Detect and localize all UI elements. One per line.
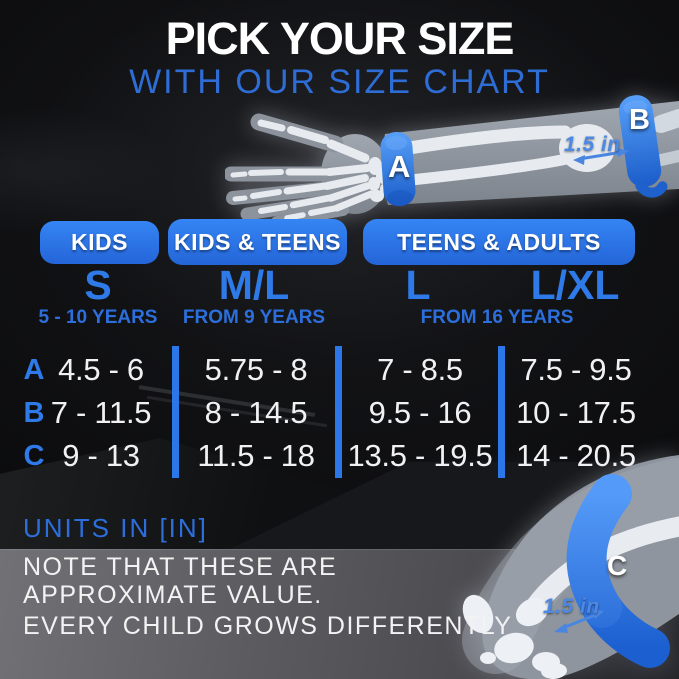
table-cell-a-s: 4.5 - 6 (58, 352, 144, 387)
pill-label: TEENS & ADULTS (397, 228, 601, 255)
size-group-pill-teens-adults: TEENS & ADULTS (363, 219, 635, 265)
band-a-label: A (388, 149, 411, 184)
row-label-a: A (23, 354, 45, 386)
size-header-ml: M/L (218, 262, 290, 308)
size-header-l: L (405, 262, 431, 308)
knee-band-c (566, 474, 670, 668)
knee-measure-arrow (554, 609, 604, 633)
table-cell-b-lxl: 10 - 17.5 (516, 395, 636, 430)
band-b-label: B (629, 104, 650, 136)
table-cell-b-s: 7 - 11.5 (50, 395, 152, 430)
column-divider (172, 346, 179, 478)
page-subtitle: WITH OUR SIZE CHART (129, 63, 550, 101)
arm-xray-illustration (225, 95, 679, 226)
age-header-kids: 5 - 10 YEARS (38, 307, 158, 328)
band-c-label: C (607, 550, 628, 581)
size-group-pill-kids-teens: KIDS & TEENS (168, 219, 347, 265)
age-header-teens-adults: FROM 16 YEARS (420, 307, 574, 328)
column-divider (498, 346, 505, 478)
approx-note-line3: EVERY CHILD GROWS DIFFERENTLY (23, 612, 513, 640)
page-title: PICK YOUR SIZE (165, 13, 515, 64)
table-cell-a-lxl: 7.5 - 9.5 (520, 352, 632, 387)
table-cell-a-l: 7 - 8.5 (377, 352, 463, 387)
knee-xray-illustration (462, 455, 679, 679)
table-cell-c-ml: 11.5 - 18 (197, 438, 315, 473)
table-cell-c-l: 13.5 - 19.5 (347, 438, 493, 473)
size-group-pill-kids: KIDS (40, 221, 159, 264)
size-header-lxl: L/XL (530, 262, 620, 308)
table-cell-b-l: 9.5 - 16 (368, 395, 472, 430)
wrist-band-a (380, 131, 416, 207)
table-cell-b-ml: 8 - 14.5 (204, 395, 308, 430)
table-cell-a-ml: 5.75 - 8 (204, 352, 308, 387)
column-divider (335, 346, 342, 478)
pill-label: KIDS & TEENS (173, 228, 342, 255)
forearm-band-b (618, 95, 668, 198)
row-label-c: C (23, 440, 45, 472)
knee-measure-text: 1.5 in (543, 595, 600, 618)
arm-measure-text: 1.5 in (564, 133, 621, 156)
approx-note-line2: APPROXIMATE VALUE. (23, 581, 323, 609)
age-header-kids-teens: FROM 9 YEARS (182, 307, 326, 328)
pill-label: KIDS (71, 229, 128, 255)
row-label-b: B (23, 397, 45, 429)
units-note: UNITS IN [IN] (23, 513, 208, 543)
size-header-s: S (84, 262, 112, 308)
arm-measure-arrow (573, 148, 629, 165)
approx-note-line1: NOTE THAT THESE ARE (23, 553, 338, 581)
table-cell-c-lxl: 14 - 20.5 (516, 438, 636, 473)
table-cell-c-s: 9 - 13 (62, 438, 140, 473)
